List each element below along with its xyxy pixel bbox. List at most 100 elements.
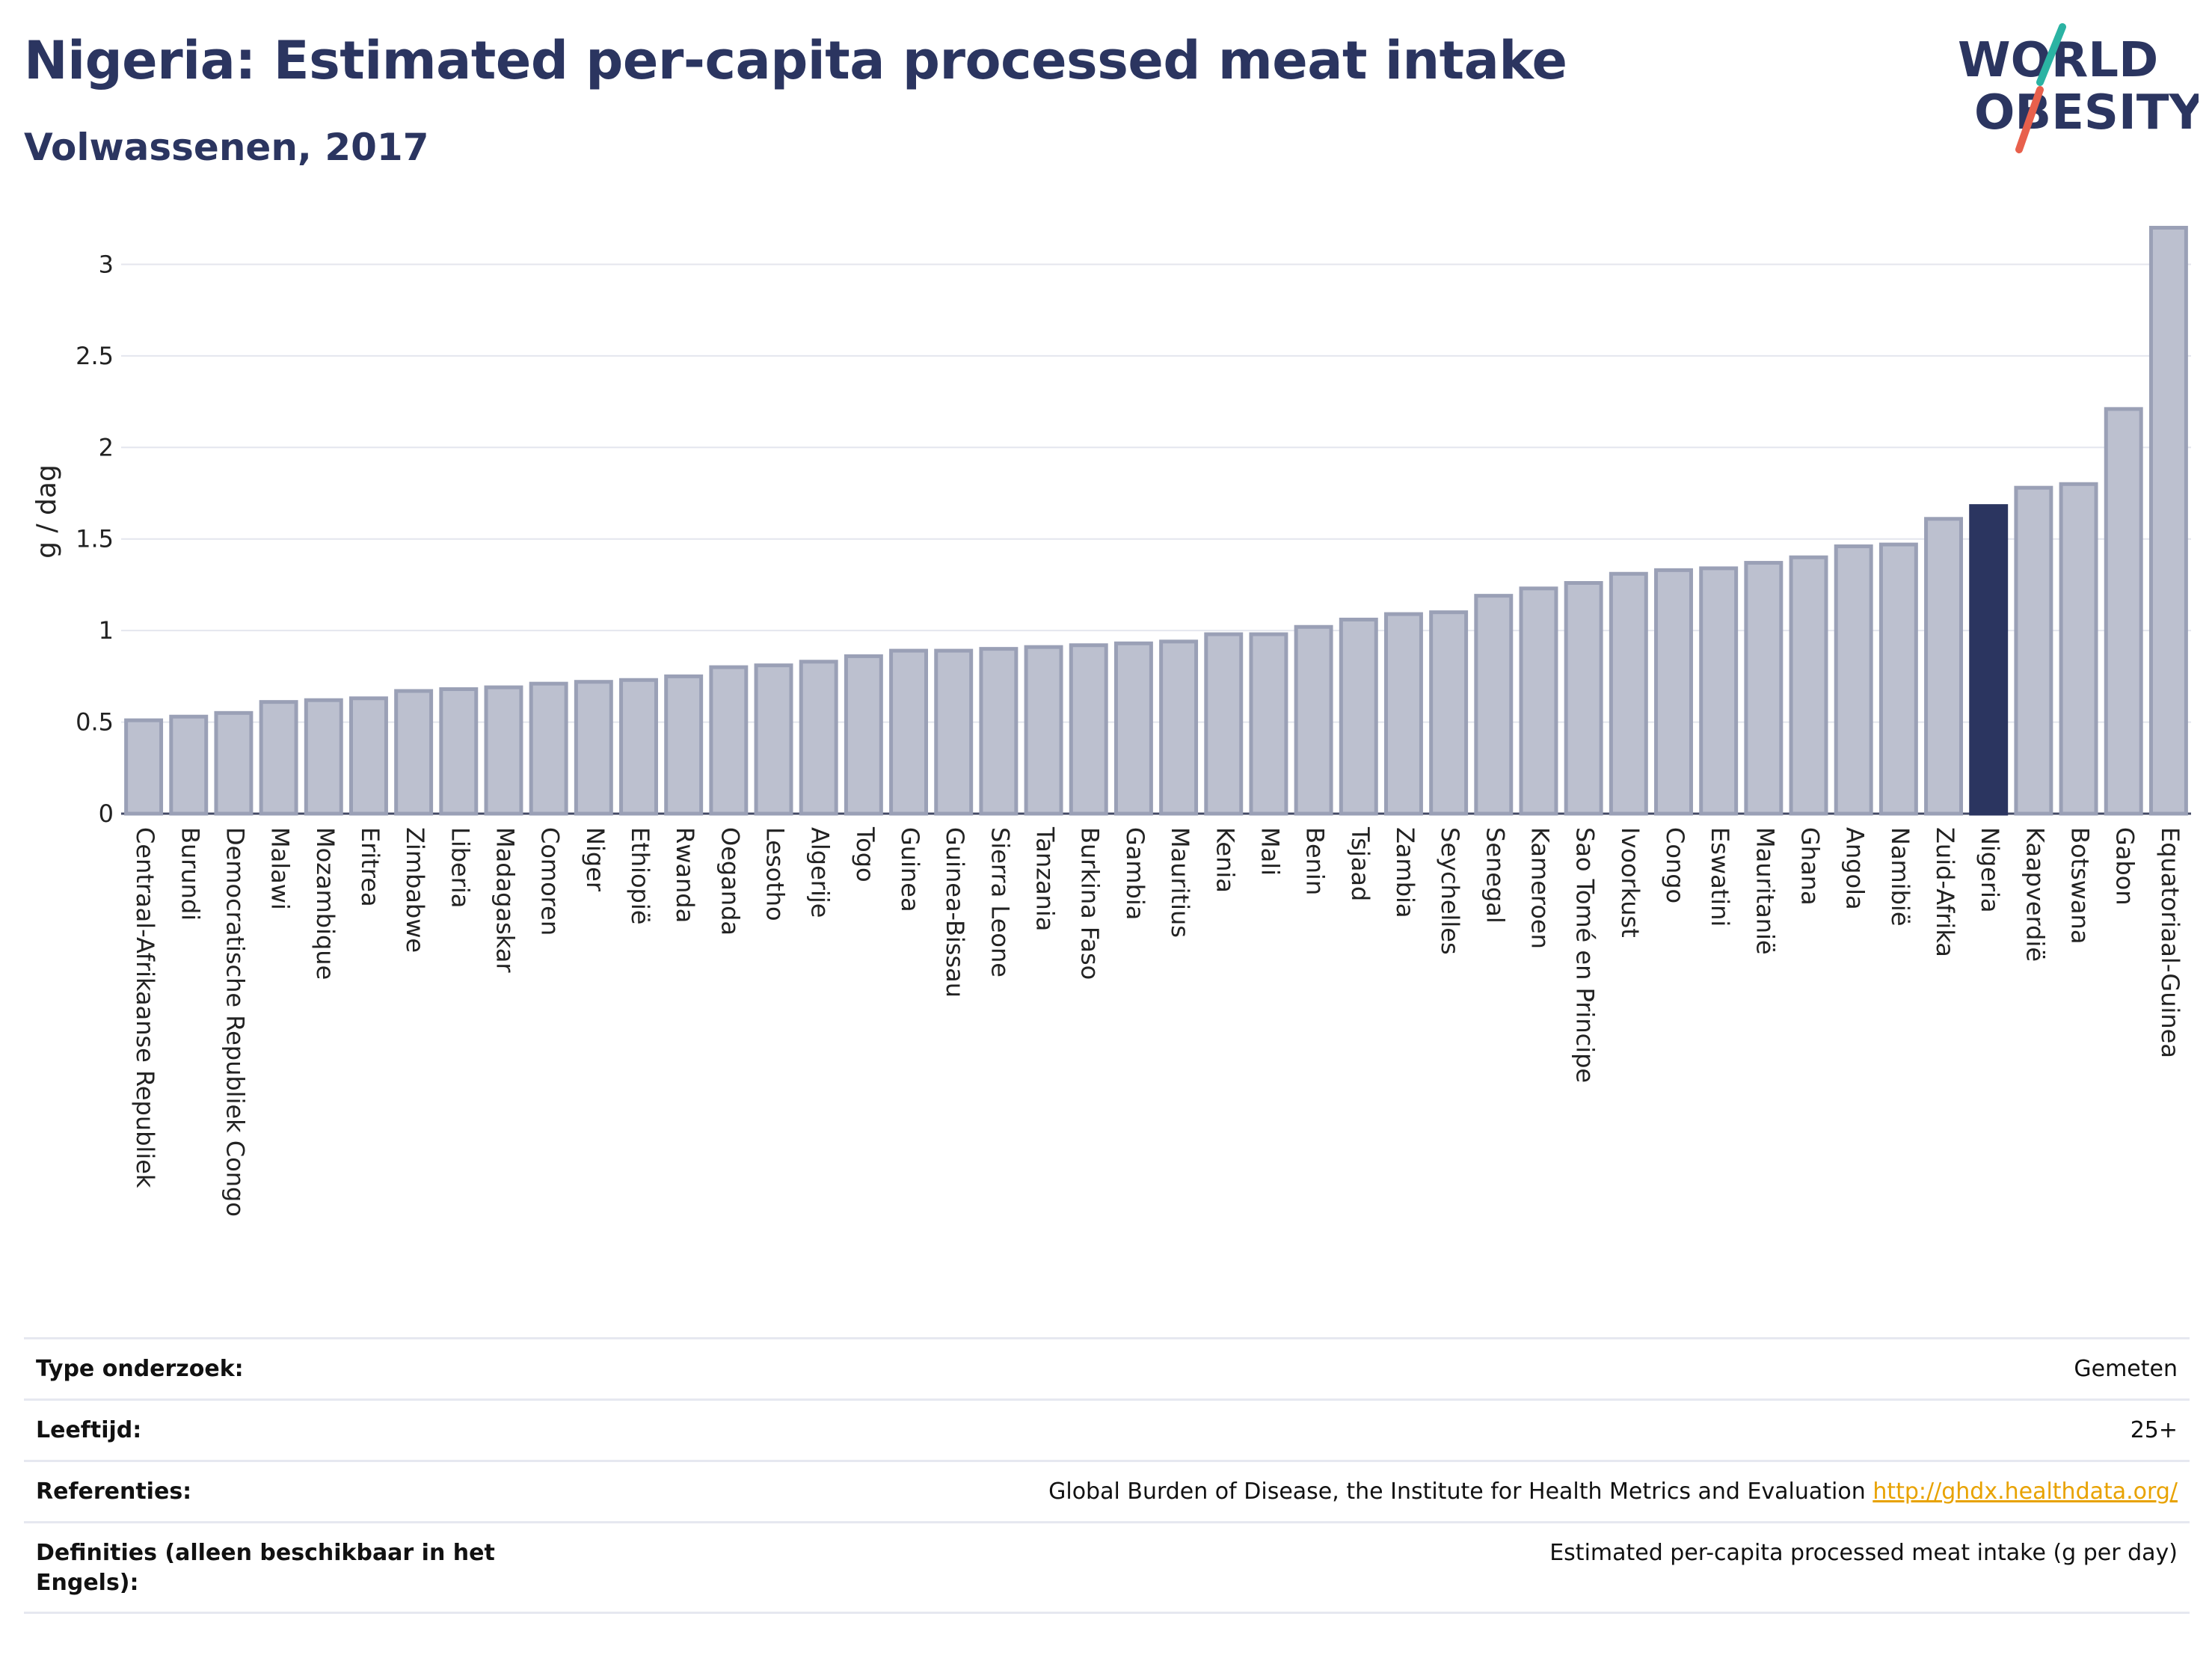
y-tick-label: 2.5 — [76, 342, 114, 370]
bar — [1159, 639, 1199, 816]
x-tick-label: Burundi — [176, 827, 204, 921]
bar — [1609, 571, 1648, 816]
bar — [889, 648, 929, 816]
bar — [1519, 586, 1558, 816]
info-table: Type onderzoek: Gemeten Leeftijd: 25+ Refere… — [24, 1337, 2190, 1614]
bar — [484, 685, 523, 816]
bar — [214, 710, 254, 816]
y-tick-label: 0.5 — [76, 708, 114, 737]
bar — [709, 665, 749, 816]
x-tick-label: Mauritius — [1166, 827, 1194, 938]
x-tick-label: Niger — [581, 827, 609, 892]
bar — [394, 689, 434, 816]
x-tick-label: Liberia — [446, 827, 474, 908]
bar — [2059, 482, 2098, 816]
bar — [1204, 632, 1244, 816]
bar — [1474, 594, 1514, 816]
x-tick-label: Burkina Faso — [1076, 827, 1105, 980]
y-tick-label: 3 — [99, 250, 114, 278]
x-tick-label: Rwanda — [671, 827, 699, 923]
bar — [529, 681, 568, 816]
info-key: Leeftijd: — [36, 1417, 142, 1443]
x-tick-label: Kenia — [1211, 827, 1239, 893]
bar — [934, 648, 974, 816]
bar-chart: Centraal-Afrikaanse Republiek Burundi Demo… — [31, 225, 2191, 1217]
bar — [304, 698, 343, 816]
x-tick-label: Lesotho — [761, 827, 790, 921]
bar — [2104, 407, 2143, 816]
x-tick-label: Algerije — [806, 827, 835, 918]
info-row: Type onderzoek: Gemeten — [24, 1337, 2190, 1398]
bar — [799, 660, 838, 816]
info-value: Gemeten — [2074, 1356, 2178, 1382]
bar — [754, 663, 793, 816]
x-tick-label: Eswatini — [1706, 827, 1734, 927]
x-tick-label: Comoren — [536, 827, 565, 936]
x-tick-label: Seychelles — [1436, 827, 1464, 955]
x-tick-label: Democratische Republiek Congo — [221, 827, 249, 1217]
bar — [574, 680, 613, 816]
y-tick-label: 0 — [99, 799, 114, 828]
x-tick-label: Gabon — [2111, 827, 2139, 906]
bar — [1294, 624, 1333, 816]
x-tick-label: Gambia — [1121, 827, 1149, 920]
bar — [664, 674, 704, 816]
x-tick-label: Sierra Leone — [986, 827, 1014, 977]
x-axis: Centraal-Afrikaanse Republiek Burundi Demo… — [131, 826, 2184, 1217]
bar — [124, 718, 164, 816]
bar — [1654, 568, 1693, 816]
chart-title: Nigeria: Estimated per-capita processed … — [24, 30, 1567, 91]
y-tick-label: 1.5 — [76, 525, 114, 553]
reference-link[interactable]: http://ghdx.healthdata.org/ — [1872, 1479, 2178, 1505]
info-key: Type onderzoek: — [36, 1356, 244, 1382]
y-tick-label: 2 — [99, 433, 114, 461]
bar — [1878, 542, 1918, 816]
x-tick-label: Ethiopië — [626, 827, 654, 924]
bar — [1069, 643, 1108, 816]
bar — [1249, 632, 1288, 816]
info-key: Referenties: — [36, 1479, 192, 1505]
x-tick-label: Mozambique — [311, 827, 340, 980]
info-row: Leeftijd: 25+ — [24, 1398, 2190, 1460]
x-tick-label: Zimbabwe — [401, 827, 429, 953]
x-tick-label: Kameroen — [1526, 827, 1554, 949]
logo-line2: OBESITY — [1974, 85, 2199, 141]
info-value: Global Burden of Disease, the Institute … — [1048, 1479, 2178, 1505]
info-key: Definities (alleen beschikbaar in het En… — [36, 1540, 495, 1596]
world-obesity-logo: WORLD OBESITY — [1958, 23, 2199, 153]
bar — [1744, 561, 1784, 816]
x-tick-label: Tanzania — [1031, 826, 1060, 931]
bar — [1429, 610, 1469, 816]
x-tick-label: Nigeria — [1976, 827, 2004, 912]
y-tick-label: 1 — [99, 616, 114, 645]
x-tick-label: Namibië — [1886, 827, 1914, 927]
y-axis: 0 0.5 1 1.5 2 2.5 3 — [76, 250, 114, 828]
bar-highlight — [1969, 504, 2009, 816]
x-tick-label: Congo — [1661, 827, 1689, 903]
x-tick-label: Malawi — [266, 827, 295, 910]
x-tick-label: Benin — [1301, 827, 1330, 895]
bar — [348, 696, 388, 816]
x-tick-label: Madagaskar — [491, 827, 519, 973]
bar — [1383, 612, 1423, 816]
bar — [2014, 485, 2053, 816]
x-tick-label: Mali — [1256, 827, 1284, 876]
x-tick-label: Eritrea — [356, 827, 384, 907]
x-tick-label: Sao Tomé en Principe — [1571, 827, 1600, 1083]
bar — [979, 647, 1019, 816]
bar — [439, 687, 479, 816]
bar — [844, 654, 883, 816]
x-tick-label: Zambia — [1391, 827, 1419, 918]
bar — [1113, 641, 1153, 816]
chart-subtitle: Volwassenen, 2017 — [24, 126, 429, 169]
bar — [1924, 517, 1964, 816]
x-tick-label: Ghana — [1796, 827, 1825, 906]
x-tick-label: Centraal-Afrikaanse Republiek — [131, 827, 159, 1188]
bar — [1699, 566, 1739, 816]
bar — [1564, 580, 1603, 816]
x-tick-label: Equatoriaal-Guinea — [2156, 827, 2184, 1058]
x-tick-label: Ivoorkust — [1616, 827, 1644, 938]
bar — [1789, 555, 1828, 816]
x-tick-label: Guinea — [896, 827, 924, 912]
y-axis-label: g / dag — [31, 464, 62, 559]
